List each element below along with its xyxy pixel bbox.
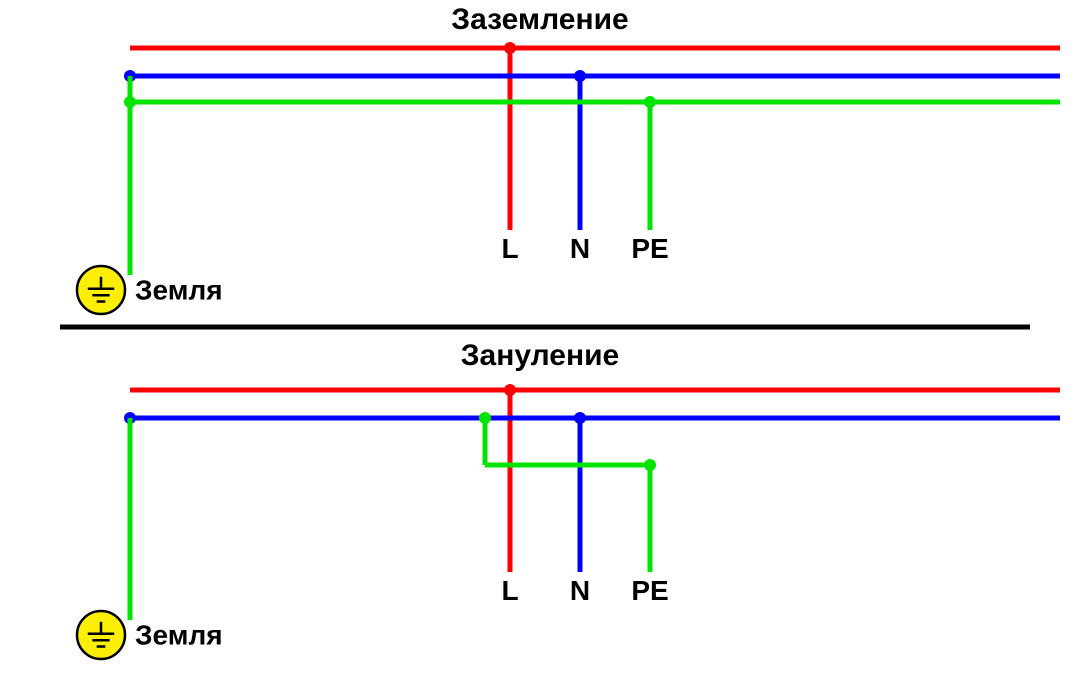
shape: PE [631, 575, 668, 606]
shape: PE [631, 233, 668, 264]
ground-icon [77, 611, 125, 659]
shape: Земля [135, 274, 223, 305]
ground-icon [77, 266, 125, 314]
shape: N [570, 575, 590, 606]
shape: N [570, 233, 590, 264]
shape: L [501, 233, 518, 264]
shape: Заземление [451, 3, 628, 36]
shape: Земля [135, 619, 223, 650]
shape: L [501, 575, 518, 606]
shape [644, 459, 656, 471]
shape: Зануление [461, 339, 619, 372]
